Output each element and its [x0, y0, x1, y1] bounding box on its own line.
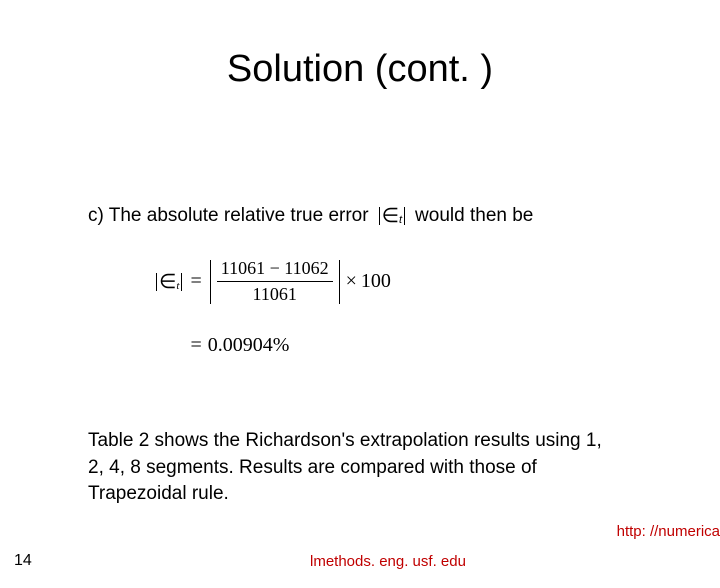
abs-bar-lhs-left	[156, 273, 157, 291]
abs-bar-right	[404, 207, 405, 225]
formula-block: ∈ t = 11061 − 11062 11061 × 100 ∈ t =	[154, 256, 668, 358]
page-title: Solution (cont. )	[0, 48, 720, 91]
times-symbol: ×	[346, 270, 357, 293]
line-c-prefix: c) The absolute relative true error	[88, 205, 369, 227]
epsilon-subscript: t	[399, 214, 402, 226]
epsilon-symbol-inline: ∈ t	[377, 203, 407, 228]
line-c: c) The absolute relative true error ∈ t …	[88, 203, 668, 228]
result-value: 0.00904%	[208, 334, 290, 357]
body-paragraph: Table 2 shows the Richardson's extrapola…	[88, 428, 608, 508]
epsilon-sub-lhs: t	[176, 280, 179, 292]
equals-2: =	[190, 334, 201, 357]
abs-bar-lhs-right	[181, 273, 182, 291]
epsilon-glyph-lhs: ∈	[159, 269, 176, 294]
content-block: c) The absolute relative true error ∈ t …	[88, 203, 668, 358]
denominator: 11061	[249, 282, 301, 307]
numerator: 11061 − 11062	[217, 256, 333, 281]
footer-url-center: lmethods. eng. usf. edu	[310, 553, 466, 570]
fraction: 11061 − 11062 11061	[217, 256, 333, 307]
abs-bar-left	[379, 207, 380, 225]
epsilon-lhs: ∈ t	[154, 269, 184, 294]
line-c-suffix: would then be	[415, 205, 533, 227]
abs-bar-frac-left	[210, 260, 211, 304]
page-number: 14	[14, 552, 32, 570]
abs-bar-frac-right	[339, 260, 340, 304]
formula-row-1: ∈ t = 11061 − 11062 11061 × 100	[154, 256, 668, 307]
multiplier: 100	[361, 270, 391, 293]
equals-1: =	[190, 270, 201, 293]
epsilon-glyph: ∈	[382, 203, 399, 228]
formula-row-2: ∈ t = 0.00904%	[154, 333, 668, 358]
footer-url-right: http: //numerica	[617, 523, 720, 540]
